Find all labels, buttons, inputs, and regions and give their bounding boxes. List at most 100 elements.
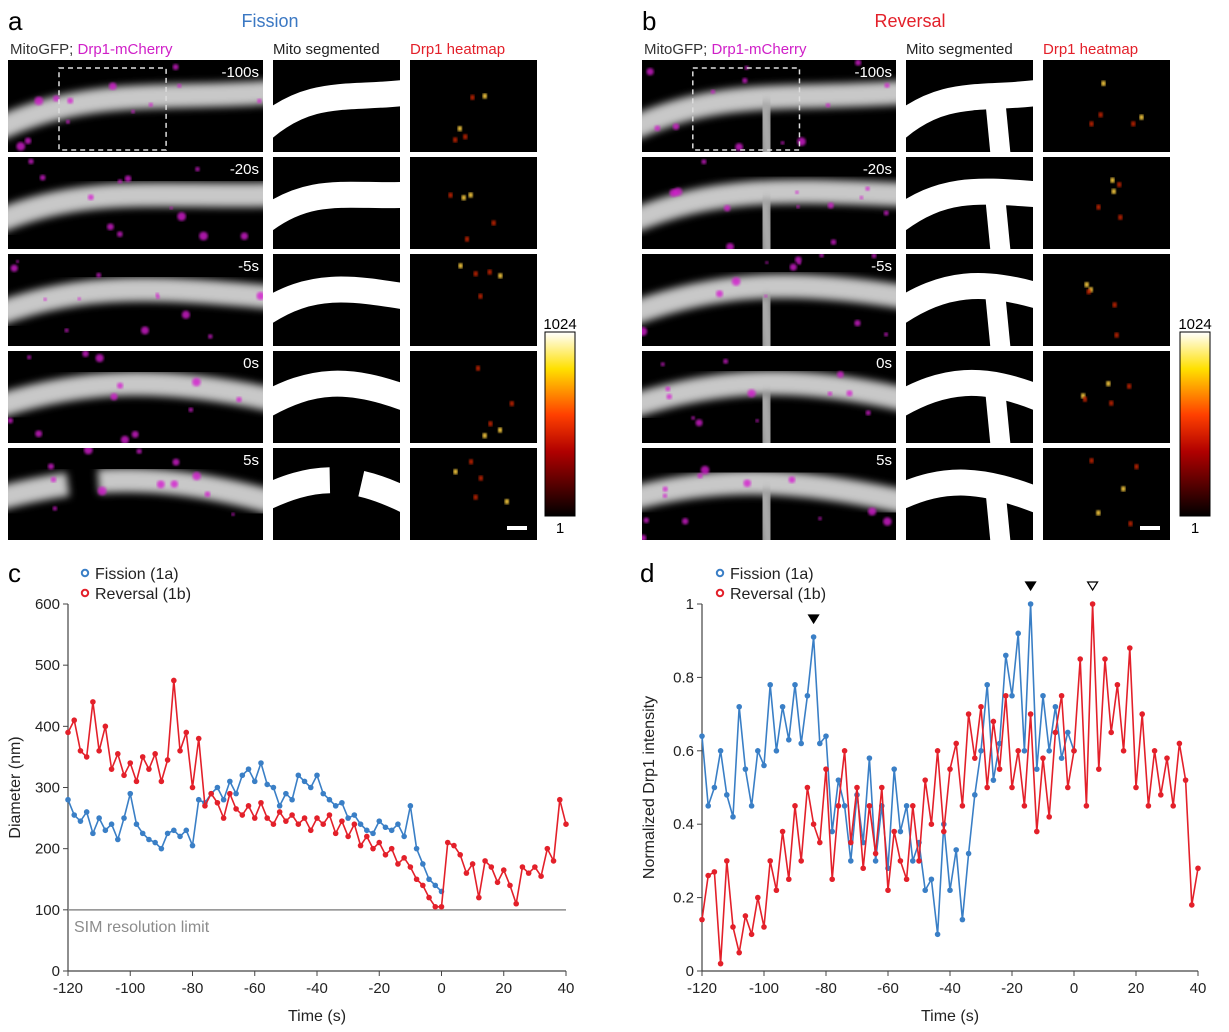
column-header: Mito segmented: [906, 41, 1013, 58]
drp1-spot: [794, 256, 802, 264]
data-point: [438, 903, 445, 910]
data-point: [1015, 748, 1021, 754]
drp1-spot: [53, 95, 60, 102]
drp1-spot: [735, 143, 744, 151]
data-point: [463, 870, 470, 876]
drp1-spot: [131, 430, 139, 438]
data-point: [866, 803, 873, 809]
data-point: [351, 821, 358, 827]
drp1-spot: [177, 212, 187, 221]
data-point: [71, 717, 78, 724]
column-header: Mito segmented: [273, 41, 380, 58]
data-point: [500, 867, 507, 873]
timepoint: 0s: [243, 355, 259, 372]
data-point: [748, 803, 755, 809]
data-point: [1052, 729, 1059, 736]
drp1-spot: [731, 277, 741, 286]
data-point: [127, 760, 134, 766]
data-point: [1114, 681, 1121, 688]
data-point: [83, 754, 90, 760]
data-point: [413, 876, 420, 883]
background: [410, 254, 537, 346]
data-point: [171, 827, 177, 834]
data-point: [532, 864, 538, 870]
data-point: [102, 827, 109, 834]
data-point: [1040, 755, 1046, 761]
drp1-spot: [797, 137, 806, 146]
data-point: [77, 748, 84, 754]
data-point: [370, 830, 376, 837]
drp1-spot: [701, 159, 707, 165]
heat-spot: [476, 365, 481, 371]
data-point: [158, 845, 165, 852]
data-point: [494, 879, 501, 886]
data-point: [152, 839, 158, 846]
drp1-spot: [859, 195, 864, 200]
drp1-spot: [846, 390, 853, 397]
background: [410, 448, 537, 540]
data-point: [476, 894, 482, 901]
data-point: [320, 821, 327, 827]
data-point: [177, 748, 183, 754]
data-point: [183, 827, 190, 834]
background: [410, 157, 537, 249]
data-point: [444, 839, 451, 846]
data-point: [835, 777, 842, 783]
data-point: [121, 772, 127, 779]
heat-spot: [1118, 214, 1123, 220]
heat-spot: [1096, 510, 1101, 516]
micrograph: [273, 60, 400, 152]
heat-spot: [509, 401, 514, 407]
drp1-spot: [207, 334, 213, 339]
colorbar-min: 1: [1191, 520, 1199, 537]
data-point: [388, 827, 395, 834]
panel-letter: c: [8, 558, 21, 588]
inset-box: [58, 67, 167, 151]
mitochondrion-branch: [754, 294, 778, 346]
data-point: [239, 772, 246, 779]
heat-spot: [448, 192, 453, 198]
data-point: [345, 833, 351, 840]
drp1-spot: [747, 389, 756, 398]
drp1-spot: [643, 517, 650, 524]
data-point: [77, 818, 84, 824]
data-point: [965, 711, 972, 717]
drp1-spot: [10, 264, 18, 272]
data-point: [1176, 740, 1183, 747]
column-header: Drp1 heatmap: [1043, 41, 1138, 58]
drp1-spot: [15, 259, 20, 264]
data-point: [916, 858, 922, 864]
scale-bar: [507, 526, 527, 530]
data-point: [90, 830, 96, 837]
drp1-spot: [662, 486, 668, 492]
drp1-spot: [67, 97, 74, 104]
heat-spot: [1127, 383, 1132, 389]
data-point: [761, 762, 767, 769]
heat-spot: [1128, 521, 1133, 527]
mitochondrion-branch: [754, 391, 778, 443]
drp1-spot: [716, 290, 724, 298]
heat-spot: [1084, 282, 1089, 288]
drp1-spot: [665, 386, 671, 392]
data-point: [1071, 748, 1077, 754]
data-point: [897, 828, 904, 835]
series-line: [67, 680, 567, 908]
data-point: [395, 821, 401, 827]
heat-spot: [1082, 396, 1087, 402]
heat-spot: [1081, 393, 1086, 399]
data-point: [133, 778, 140, 785]
data-point: [270, 821, 277, 827]
data-point: [1021, 803, 1028, 809]
data-point: [357, 821, 364, 827]
header-mito: MitoGFP;: [10, 41, 73, 58]
x-tick-label: 0: [1070, 980, 1078, 997]
segmented-mitochondrion: [906, 469, 1033, 513]
x-tick-label: -20: [1001, 980, 1023, 997]
drp1-spot: [83, 448, 93, 455]
data-point: [133, 821, 140, 827]
data-point: [699, 916, 705, 923]
drp1-spot: [744, 65, 749, 71]
data-point: [152, 751, 158, 757]
data-point: [270, 784, 277, 791]
heat-spot: [1139, 114, 1144, 120]
